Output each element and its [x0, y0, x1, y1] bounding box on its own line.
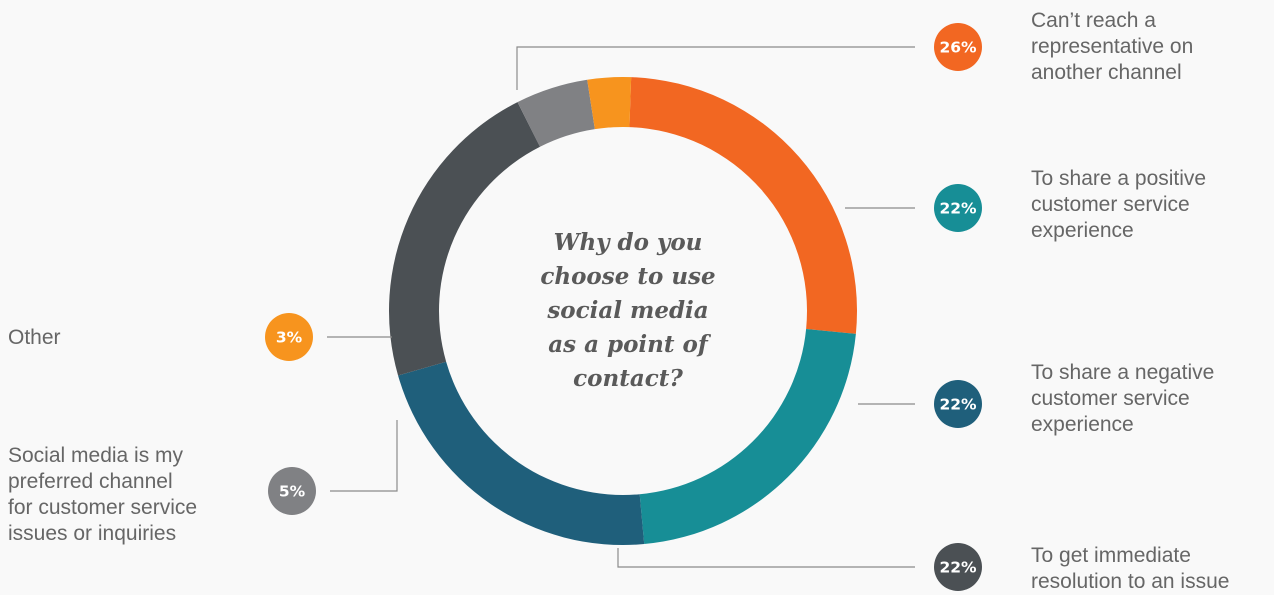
- donut-slices: [389, 77, 857, 545]
- chart-title: Why do you choose to use social media as…: [540, 229, 716, 392]
- value-badge-cant-reach: [934, 23, 982, 71]
- slice-negative: [398, 361, 645, 545]
- slice-label-positive: To share a positive customer service exp…: [1031, 167, 1207, 242]
- slice-other: [587, 77, 632, 130]
- value-badge-immediate: [934, 543, 982, 591]
- slice-label-preferred-channel: Social media is my preferred channel for…: [8, 444, 198, 545]
- value-label-negative: 22%: [939, 396, 977, 414]
- value-label-cant-reach: 26%: [939, 39, 977, 57]
- slice-cant-reach: [629, 77, 857, 334]
- value-label-immediate: 22%: [939, 559, 977, 577]
- value-badge-preferred-channel: [268, 467, 316, 515]
- connector-preferred-channel: [330, 420, 398, 492]
- slice-preferred-channel: [517, 79, 595, 147]
- slice-label-negative: To share a negative customer service exp…: [1031, 361, 1215, 436]
- value-badge-negative: [934, 380, 982, 428]
- value-badges: 26% 22% 22% 22% 5% 3%: [265, 23, 982, 591]
- value-badge-positive: [934, 184, 982, 232]
- value-label-other: 3%: [276, 329, 303, 347]
- value-label-positive: 22%: [939, 200, 977, 218]
- slice-label-cant-reach: Can’t reach a representative on another …: [1031, 9, 1194, 84]
- slice-positive: [639, 328, 856, 545]
- connector-cant-reach: [516, 46, 915, 90]
- value-badge-other: [265, 313, 313, 361]
- value-label-preferred-channel: 5%: [279, 483, 306, 501]
- connector-immediate: [617, 548, 915, 568]
- connector-lines: [327, 46, 915, 568]
- slice-label-other: Other: [8, 326, 61, 349]
- slice-label-immediate: To get immediate resolution to an issue: [1031, 544, 1230, 593]
- slice-immediate: [389, 102, 541, 376]
